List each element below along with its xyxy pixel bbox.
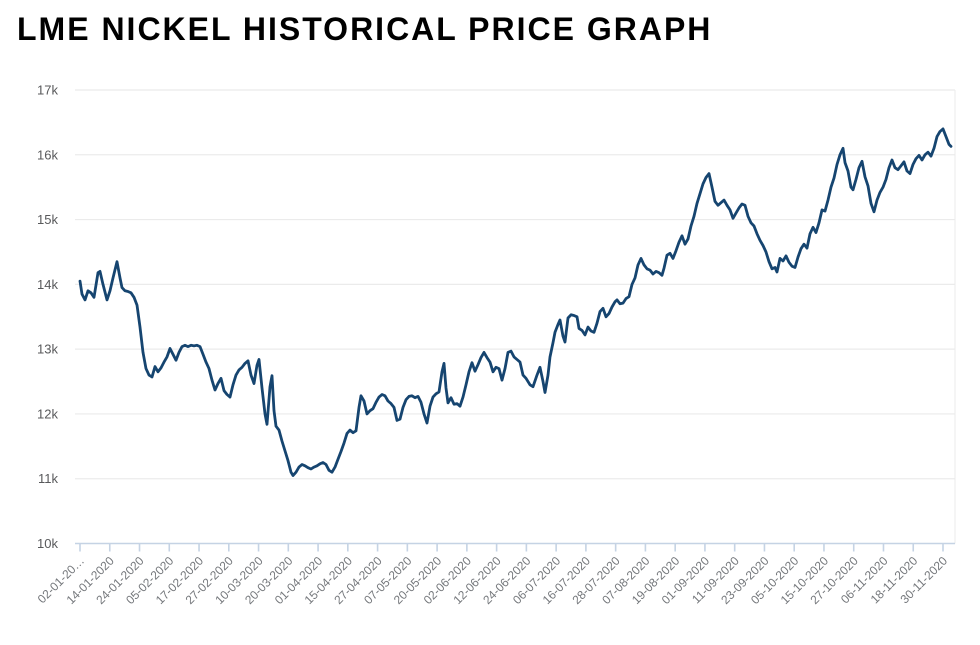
y-tick-label: 17k (37, 83, 58, 98)
y-tick-label: 12k (37, 406, 58, 421)
y-tick-label: 14k (37, 277, 58, 292)
y-tick-label: 11k (38, 471, 58, 486)
page-title: LME NICKEL HISTORICAL PRICE GRAPH (17, 11, 713, 47)
y-tick-label: 13k (37, 342, 58, 357)
y-tick-label: 10k (37, 536, 58, 551)
price-line (78, 127, 953, 477)
y-tick-label: 15k (37, 212, 58, 227)
y-tick-label: 16k (37, 147, 58, 162)
